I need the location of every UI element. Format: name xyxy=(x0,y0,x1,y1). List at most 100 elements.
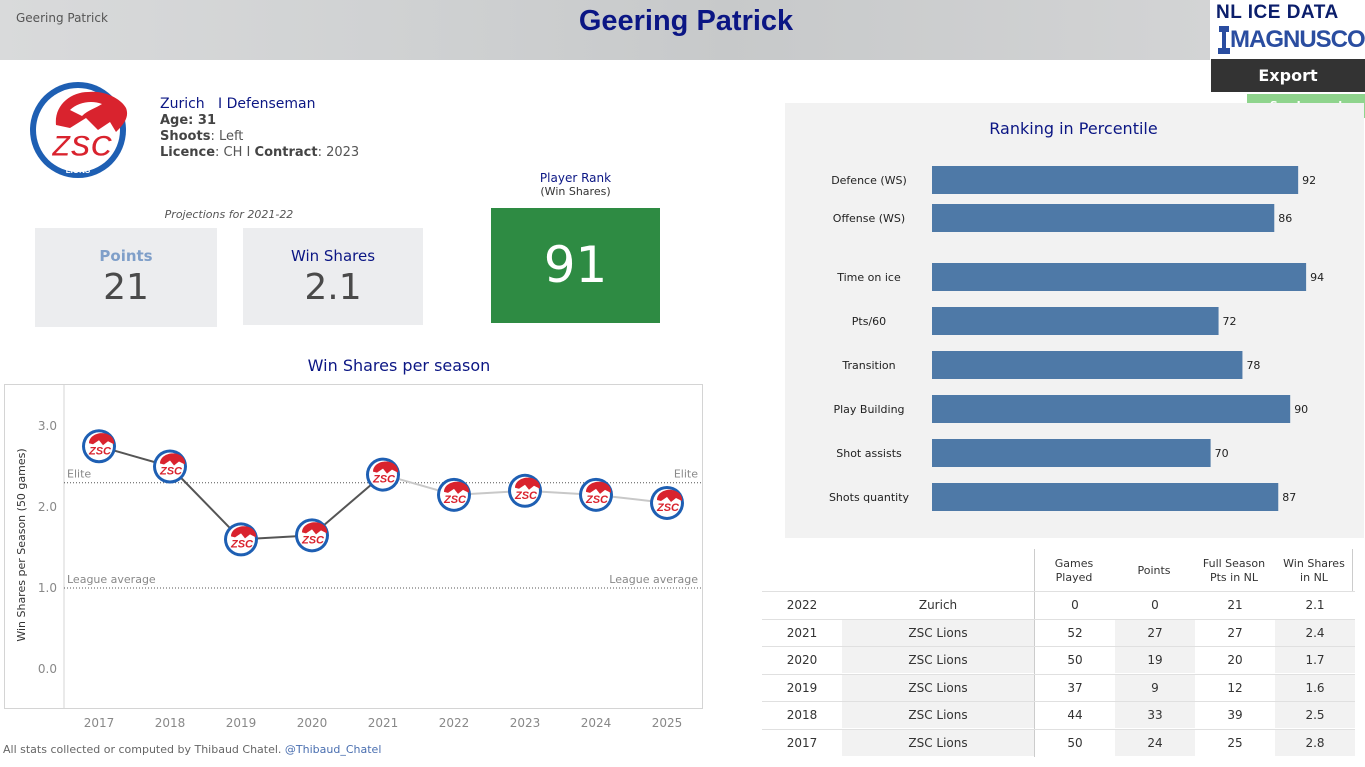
table-cell: 0 xyxy=(1151,598,1159,612)
table-cell: 27 xyxy=(1115,619,1195,646)
data-point: ZSC xyxy=(437,477,471,512)
x-tick-label: 2019 xyxy=(226,716,257,730)
marker-mane xyxy=(515,477,541,490)
table-cell: 2017 xyxy=(786,735,818,750)
row-divider xyxy=(1034,674,1035,702)
logo-subtitle: MAGNUSCORSI xyxy=(1230,26,1365,53)
y-tick-label: 3.0 xyxy=(38,419,57,433)
x-tick-label: 2020 xyxy=(297,716,328,730)
season-stats-table: Games Played Points Full Season Pts in NL Win… xyxy=(762,549,1355,757)
marker-label: ZSC xyxy=(656,502,680,514)
position: Defenseman xyxy=(226,96,316,112)
reference-label-left: League average xyxy=(67,573,156,586)
reference-label-left: Elite xyxy=(67,468,91,481)
table-divider xyxy=(1352,549,1353,591)
column-header[interactable]: Win Shares in NL xyxy=(1283,557,1345,584)
marker-mane xyxy=(444,481,470,494)
data-point: ZSC xyxy=(153,449,187,484)
bar-value-label: 94 xyxy=(1310,271,1324,284)
percentile-chart[interactable]: Defence (WS) 92 Offense (WS) 86 Time on ice 9… xyxy=(785,103,1364,538)
x-tick-label: 2022 xyxy=(439,716,470,730)
footnote: All stats collected or computed by Thiba… xyxy=(3,743,381,756)
x-tick-label: 2024 xyxy=(581,716,612,730)
table-cell: 39 xyxy=(1227,708,1243,722)
marker-label: ZSC xyxy=(585,494,609,506)
column-header[interactable]: Full Season Pts in NL xyxy=(1202,557,1266,584)
magnuscorsi-logo: MAGNUSCORSI xyxy=(1216,24,1365,56)
table-cell: 44 xyxy=(1067,708,1083,722)
column-header[interactable]: Games Played xyxy=(1054,557,1094,584)
trophy-icon xyxy=(1218,26,1230,54)
table-cell: 2.4 xyxy=(1275,619,1355,646)
export-button[interactable]: Export xyxy=(1211,59,1365,92)
team-position: Zurich I Defenseman xyxy=(160,96,359,112)
header-banner: Geering Patrick Geering Patrick xyxy=(0,0,1210,60)
y-axis-label: Win Shares per Season (50 games) xyxy=(15,448,28,641)
table-row: 2019 ZSC Lions 37 9 12 1.6 xyxy=(762,673,1355,702)
percentile-bar xyxy=(932,204,1275,232)
bar-category-label: Play Building xyxy=(833,403,904,416)
percentile-bar xyxy=(932,263,1307,291)
row-divider xyxy=(1034,619,1035,647)
win-shares-chart-title: Win Shares per season xyxy=(307,356,491,375)
bar-value-label: 87 xyxy=(1282,491,1296,504)
breadcrumb: Geering Patrick xyxy=(16,11,108,25)
table-cell: 1.7 xyxy=(1275,647,1355,673)
nl-ice-data-logo[interactable]: NL ICE DATA MAGNUSCORSI xyxy=(1212,0,1365,58)
marker-label: ZSC xyxy=(443,494,467,506)
bar-value-label: 78 xyxy=(1246,359,1260,372)
win-shares-chart[interactable]: Win Shares per Season (50 games) 0.0 1.0 2.… xyxy=(0,380,710,742)
marker-mane xyxy=(586,481,612,494)
row-divider xyxy=(1034,702,1035,729)
marker-mane xyxy=(302,522,328,535)
age: Age: 31 xyxy=(160,113,216,128)
table-cell: 2019 xyxy=(786,680,818,695)
bar-category-label: Transition xyxy=(841,359,895,372)
table-cell: 27 xyxy=(1227,625,1243,640)
table-row: 2017 ZSC Lions 50 24 25 2.8 xyxy=(762,728,1355,757)
player-rank-title: Player Rank (Win Shares) xyxy=(539,171,612,198)
credit-text: All stats collected or computed by Thiba… xyxy=(3,743,282,756)
zsc-lions-logo: ZSC LIONS xyxy=(26,80,138,180)
shoots: Shoots: Left xyxy=(160,129,244,144)
player-rank-value: 91 xyxy=(491,208,660,323)
bar-value-label: 86 xyxy=(1278,212,1292,225)
table-row: 2020 ZSC Lions 50 19 20 1.7 xyxy=(762,646,1355,674)
table-row: 2018 ZSC Lions 44 33 39 2.5 xyxy=(762,701,1355,729)
bar-value-label: 70 xyxy=(1215,447,1229,460)
points-label: Points xyxy=(99,247,153,265)
x-tick-label: 2018 xyxy=(155,716,186,730)
marker-mane xyxy=(160,453,186,466)
bar-value-label: 90 xyxy=(1294,403,1308,416)
player-info: Zurich I Defenseman Age: 31 Shoots: Left… xyxy=(160,96,359,161)
marker-label: ZSC xyxy=(230,538,254,550)
table-cell: 20 xyxy=(1227,653,1243,667)
table-cell: ZSC Lions xyxy=(842,647,1034,673)
data-point: ZSC xyxy=(650,485,684,520)
bar-category-label: Defence (WS) xyxy=(831,174,907,187)
table-cell: 2.5 xyxy=(1275,702,1355,728)
author-handle-link[interactable]: @Thibaud_Chatel xyxy=(284,743,382,756)
points-card: Points 21 xyxy=(35,228,217,327)
table-cell: Zurich xyxy=(918,598,958,612)
points-value: 21 xyxy=(103,267,149,308)
percentile-bar xyxy=(932,307,1219,335)
data-point: ZSC xyxy=(295,518,329,553)
data-point: ZSC xyxy=(366,457,400,492)
marker-mane xyxy=(373,461,399,474)
marker-label: ZSC xyxy=(88,445,112,457)
table-cell: 2021 xyxy=(786,625,818,640)
table-row: 2021 ZSC Lions 52 27 27 2.4 xyxy=(762,618,1355,647)
column-header[interactable]: Points xyxy=(1137,564,1171,577)
marker-label: ZSC xyxy=(159,466,183,478)
reference-label-right: League average xyxy=(609,573,698,586)
reference-label-right: Elite xyxy=(674,468,698,481)
data-point: ZSC xyxy=(579,477,613,512)
table-cell: 0 xyxy=(1071,598,1079,612)
table-cell: 9 xyxy=(1115,674,1195,701)
table-cell: ZSC Lions xyxy=(842,619,1034,646)
table-cell: 25 xyxy=(1227,735,1243,750)
bar-value-label: 92 xyxy=(1302,174,1316,187)
table-cell: 24 xyxy=(1115,729,1195,756)
table-cell: 33 xyxy=(1115,702,1195,728)
